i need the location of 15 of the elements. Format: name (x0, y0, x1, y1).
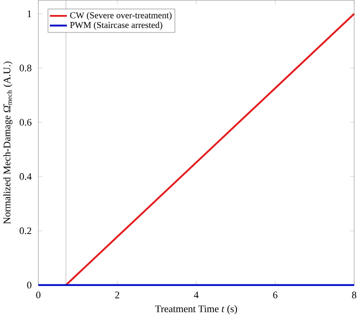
y-tick-label: 0.6 (20, 119, 32, 126)
x-axis-title: Treatment Time t (s) (155, 305, 237, 314)
y-tick-label: 0.4 (20, 173, 32, 180)
y-tick-label: 0 (27, 282, 32, 289)
x-tick-label: 4 (194, 292, 199, 298)
x-tick-label: 2 (115, 292, 120, 298)
y-tick-label: 0.8 (20, 64, 32, 72)
y-axis-title: Normalized Mech-Damage Ω̂$_{mech}$ (A.U.) (3, 62, 12, 224)
x-tick-label: 6 (273, 292, 278, 299)
x-tick-label: 8 (352, 292, 356, 299)
y-tick-label: 0.2 (20, 228, 32, 234)
y-tick-label: 1 (28, 10, 32, 18)
x-tick-label: 0 (36, 292, 40, 299)
legend-label: PWM (Staircase arrested) (70, 22, 162, 30)
legend-label: CW (Severe over-treatment) (70, 12, 172, 20)
